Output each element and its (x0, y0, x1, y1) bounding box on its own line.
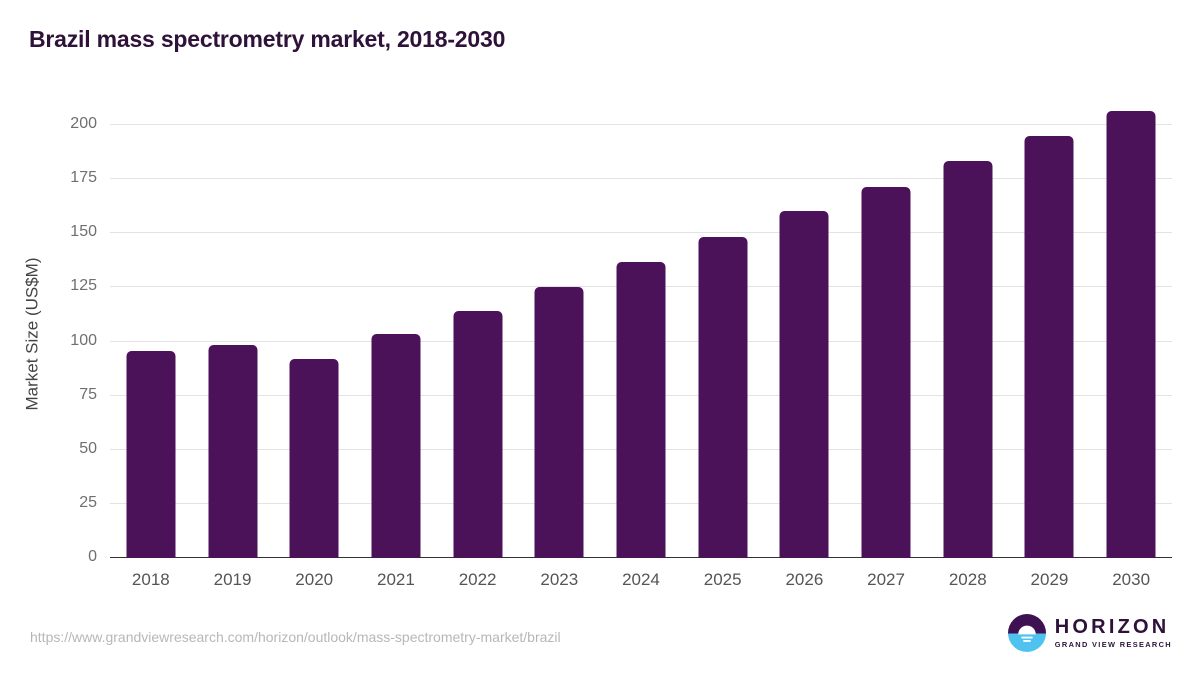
x-tick-label: 2029 (1030, 570, 1069, 589)
bar-group: 2025 (682, 110, 764, 589)
bar-group: 2027 (845, 110, 927, 589)
x-tick-label: 2023 (540, 570, 579, 589)
gridline: 200 (70, 115, 1172, 132)
logo-wordmark: HORIZON (1054, 616, 1170, 639)
x-tick-label: 2018 (131, 570, 170, 589)
bar[interactable] (126, 351, 176, 558)
y-tick-label: 25 (79, 493, 97, 511)
bar-group: 2019 (192, 110, 274, 589)
x-tick-label: 2022 (458, 570, 497, 589)
y-tick-label: 100 (70, 331, 97, 349)
bar[interactable] (616, 261, 666, 558)
x-tick-label: 2030 (1112, 570, 1151, 589)
x-tick-label: 2021 (376, 570, 415, 589)
y-tick-label: 75 (79, 385, 97, 403)
x-tick-label: 2025 (703, 570, 742, 589)
bar-group: 2020 (273, 110, 355, 589)
y-axis-title: Market Size (US$M) (22, 110, 44, 558)
source-url[interactable]: https://www.grandviewresearch.com/horizo… (30, 629, 561, 645)
x-tick-label: 2019 (213, 570, 252, 589)
bar-group: 2028 (927, 110, 1009, 589)
horizon-sunrise-logo-icon (1007, 614, 1046, 652)
horizon-logo: HORIZON GRAND VIEW RESEARCH (1007, 614, 1172, 652)
bar[interactable] (861, 186, 911, 558)
gridline: 175 (70, 169, 1172, 186)
bar-group: 2026 (764, 110, 846, 589)
y-tick-label: 125 (70, 277, 97, 295)
plot-area: 0 25 50 75 100 125 150 175 200 2018 2019 2020 2021 2… (70, 110, 1172, 589)
y-tick-label: 200 (70, 115, 97, 132)
bar[interactable] (208, 345, 258, 558)
y-axis-title-label: Market Size (US$M) (23, 257, 42, 411)
bar[interactable] (1024, 135, 1074, 558)
y-tick-label: 0 (88, 547, 97, 565)
bar[interactable] (698, 236, 748, 558)
bar-group: 2022 (437, 110, 519, 589)
logo-subtitle: GRAND VIEW RESEARCH (1054, 640, 1172, 650)
bar[interactable] (289, 358, 339, 558)
gridline: 150 (70, 223, 1172, 240)
x-tick-label: 2028 (948, 570, 987, 589)
x-tick-label: 2020 (295, 570, 334, 589)
bar-group: 2018 (110, 110, 192, 589)
bar-group: 2029 (1009, 110, 1091, 589)
y-tick-label: 50 (79, 439, 97, 457)
x-tick-label: 2024 (622, 570, 660, 589)
logo-text: HORIZON GRAND VIEW RESEARCH (1055, 617, 1172, 648)
y-tick-label: 150 (70, 223, 97, 241)
page-title: Brazil mass spectrometry market, 2018-20… (29, 26, 506, 52)
bar[interactable] (534, 286, 584, 558)
bar-group: 2030 (1090, 110, 1172, 589)
bar[interactable] (371, 333, 421, 558)
bar[interactable] (453, 310, 503, 558)
y-tick-label: 175 (70, 169, 97, 187)
x-tick-label: 2026 (785, 570, 824, 589)
bar-group: 2021 (355, 110, 437, 589)
bar[interactable] (779, 210, 829, 558)
bar[interactable] (1106, 110, 1156, 558)
x-tick-label: 2027 (867, 570, 905, 589)
bar-group: 2023 (518, 110, 600, 589)
bar[interactable] (943, 161, 993, 558)
bar-series: 2018 2019 2020 2021 2022 2023 2024 2025 2026 2027… (110, 110, 1172, 589)
bar-group: 2024 (600, 110, 682, 589)
